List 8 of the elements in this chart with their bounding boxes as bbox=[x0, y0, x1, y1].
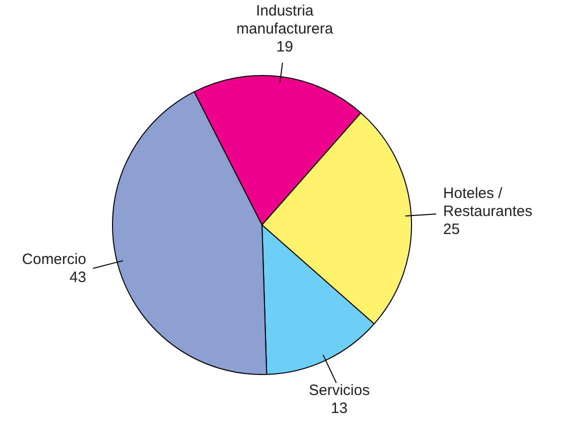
slice-label: Comercio bbox=[22, 250, 86, 268]
slice-label: Servicios bbox=[308, 382, 370, 399]
slice-label: Hoteles / Restaurantes bbox=[443, 185, 532, 220]
slice-label: Industria manufacturera bbox=[236, 2, 334, 38]
data-label: 13 bbox=[330, 400, 348, 417]
data-label: 43 bbox=[70, 268, 86, 286]
data-label: 19 bbox=[276, 38, 294, 56]
data-label: 25 bbox=[443, 221, 460, 238]
